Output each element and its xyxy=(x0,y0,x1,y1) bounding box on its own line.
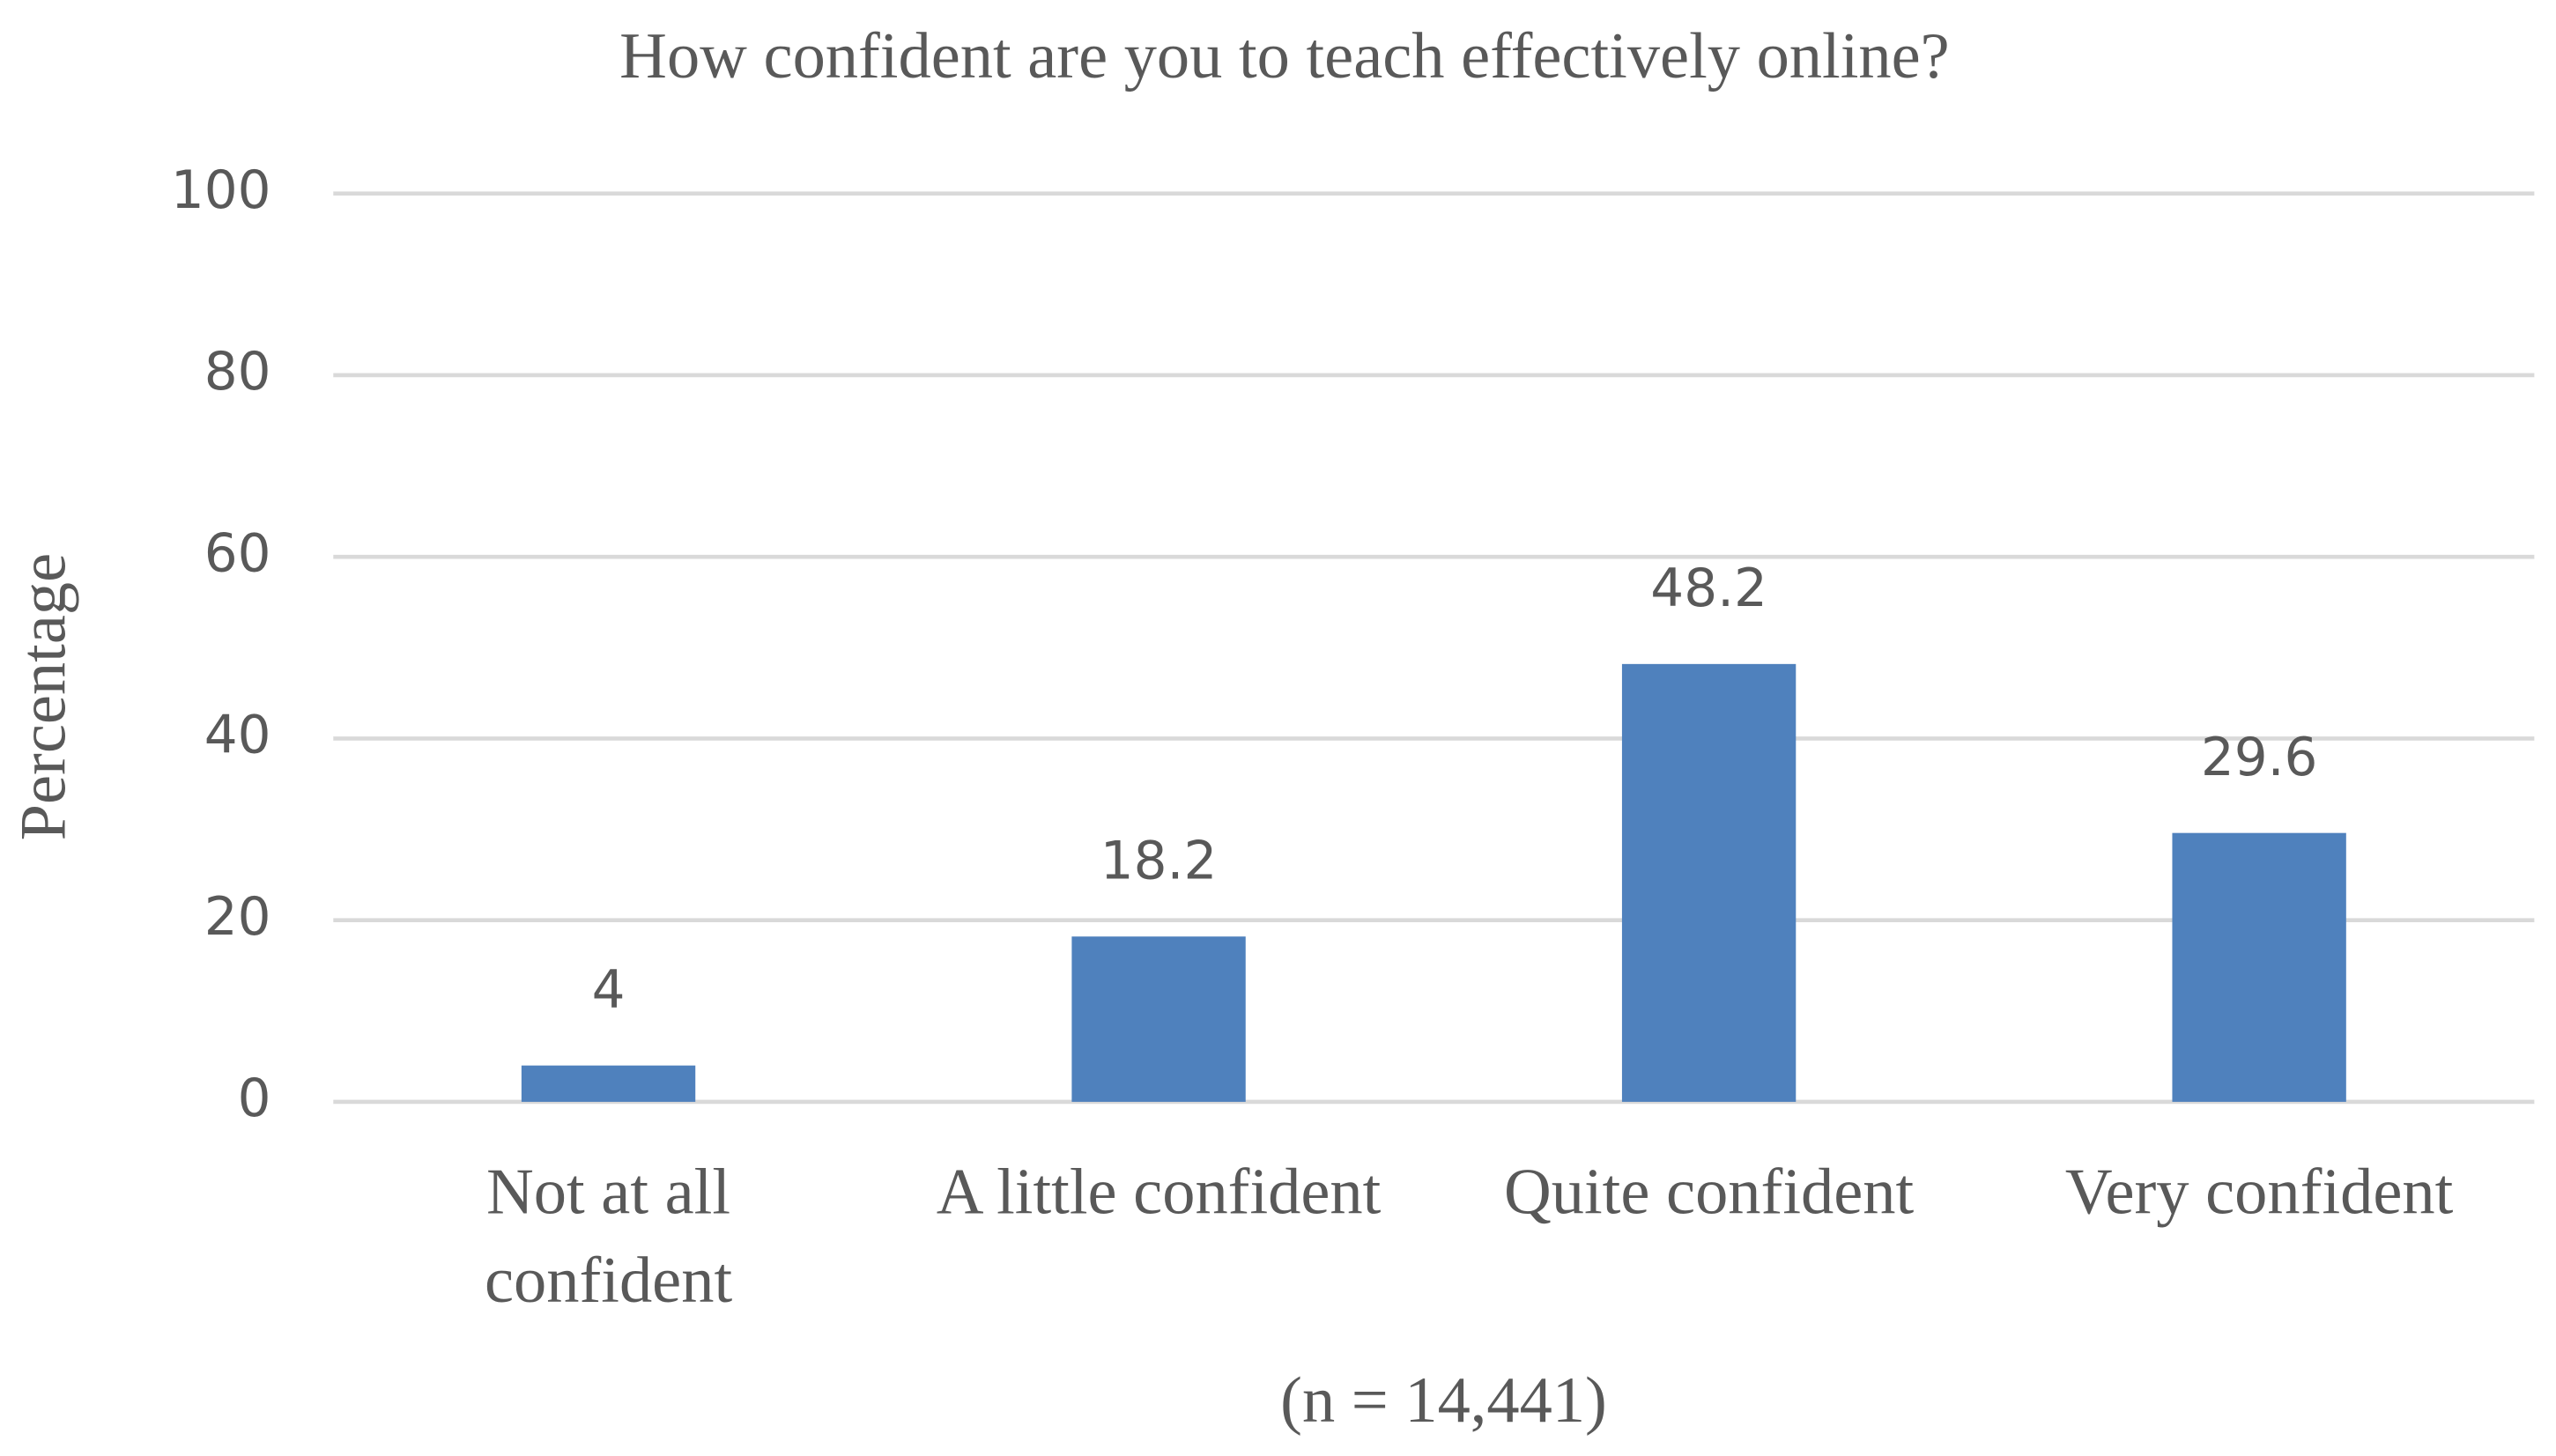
x-tick-label: A little confident xyxy=(936,1154,1382,1229)
y-tick-label: 40 xyxy=(204,706,271,766)
x-tick-label-box: Very confident xyxy=(2064,1154,2454,1229)
bar xyxy=(521,1065,696,1102)
bar xyxy=(2172,832,2346,1102)
x-tick-label: Very confident xyxy=(2064,1154,2454,1229)
bar xyxy=(1071,936,1246,1102)
y-tick-label: 60 xyxy=(204,523,271,584)
y-tick-label: 100 xyxy=(171,160,271,221)
data-label: 18.2 xyxy=(1100,831,1218,891)
y-tick-label: 20 xyxy=(204,887,271,948)
chart-title: How confident are you to teach effective… xyxy=(619,20,1950,92)
x-tick-label-box: A little confident xyxy=(936,1154,1382,1229)
y-axis-label: Percentage xyxy=(7,553,79,841)
y-tick-label: 80 xyxy=(204,342,271,403)
x-tick-label: Not at all confident xyxy=(484,1154,733,1317)
x-tick-label-box: Quite confident xyxy=(1503,1154,1915,1229)
bar xyxy=(1621,663,1797,1102)
x-tick-label: Quite confident xyxy=(1503,1154,1915,1229)
data-label: 4 xyxy=(592,960,626,1021)
x-axis-label: (n = 14,441) xyxy=(1280,1364,1607,1437)
x-tick-label-box: Not at all confident xyxy=(484,1154,733,1317)
data-label: 48.2 xyxy=(1650,558,1767,619)
data-label: 29.6 xyxy=(2201,728,2318,788)
y-tick-label: 0 xyxy=(238,1068,271,1129)
